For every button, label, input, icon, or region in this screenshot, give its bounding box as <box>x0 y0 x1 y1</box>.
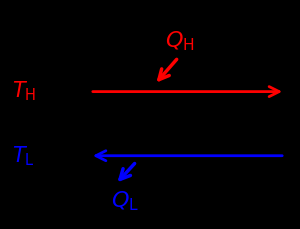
Text: $Q_\mathrm{H}$: $Q_\mathrm{H}$ <box>165 29 195 53</box>
Text: $Q_\mathrm{L}$: $Q_\mathrm{L}$ <box>110 189 139 213</box>
Text: $T_\mathrm{L}$: $T_\mathrm{L}$ <box>12 144 35 168</box>
Text: $T_\mathrm{H}$: $T_\mathrm{H}$ <box>12 80 36 104</box>
